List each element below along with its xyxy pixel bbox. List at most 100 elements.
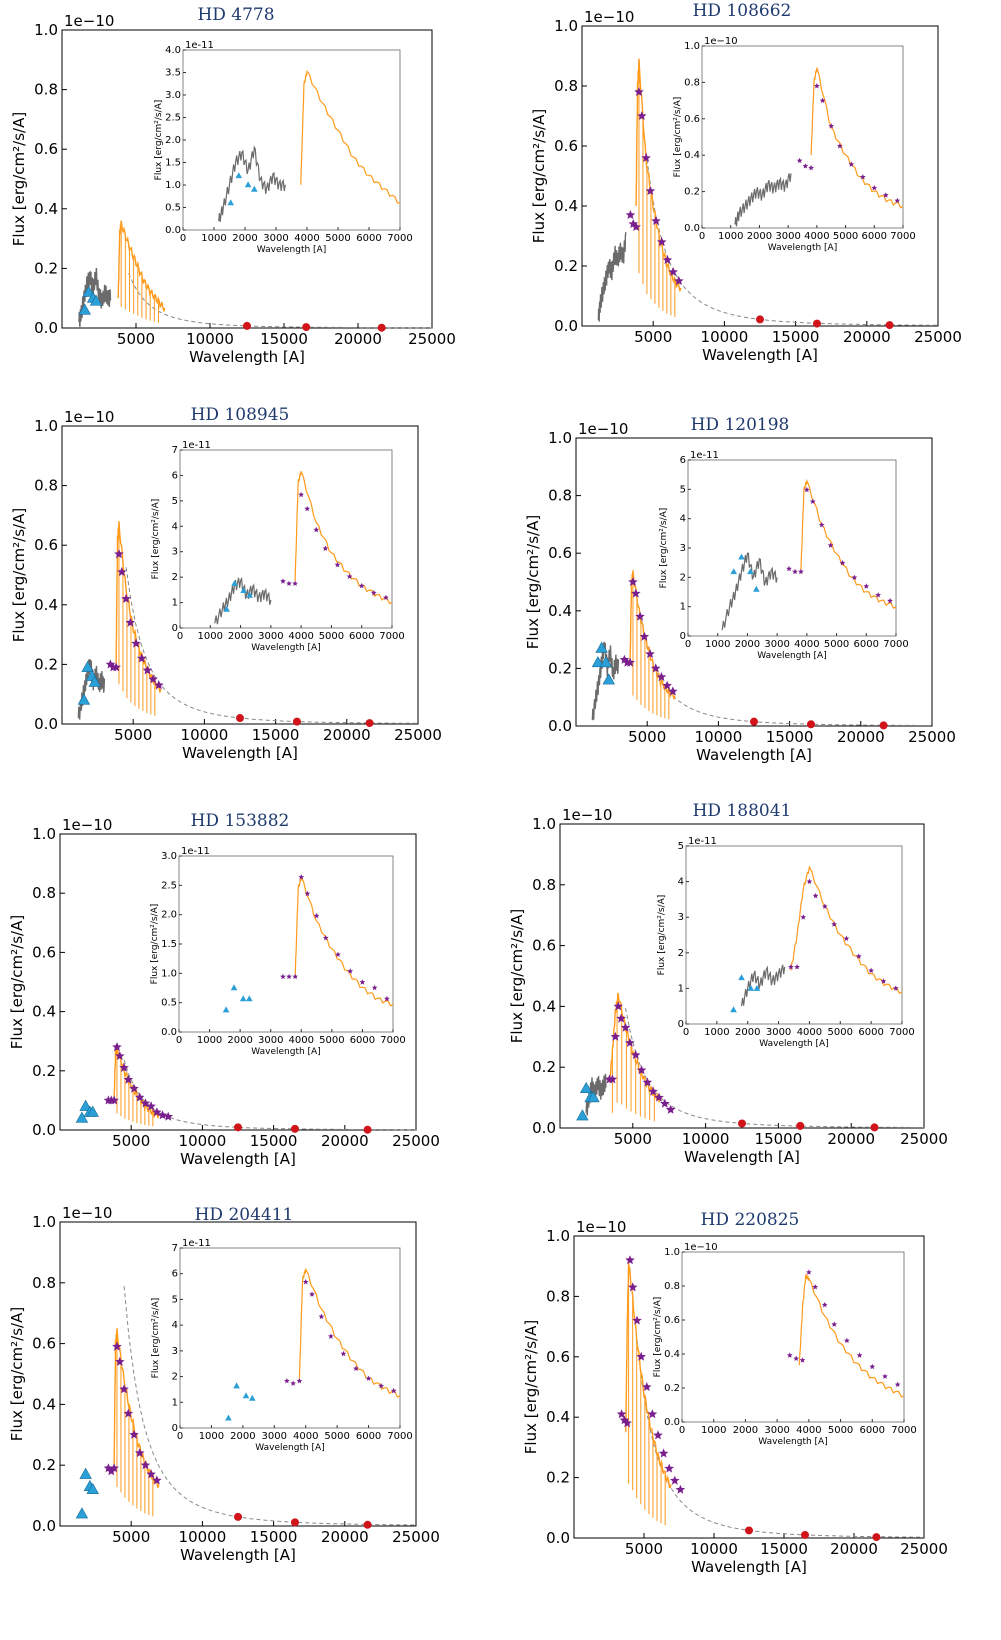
photometry-point-red [243,321,251,330]
x-tick-label: 25000 [900,1130,948,1148]
photometry-point-purple [665,1104,676,1114]
inset-x-tick-label: 5000 [828,1027,853,1038]
inset-y-tick-label: 5 [678,841,684,852]
y-tick-label: 1.0 [532,815,556,833]
y-tick-label: 0.0 [548,717,572,735]
inset-photometry-point-blue [245,995,253,1002]
inset-photometry-point-blue [738,553,745,560]
y-tick-label: 0.0 [32,1121,56,1139]
photometry-point-red [290,1124,299,1133]
inset-y-tick-label: 1 [680,602,686,613]
inset-y-tick-label: 2.0 [161,910,177,921]
photometry-point-purple [109,1463,119,1473]
offset-label: 1e−10 [578,420,628,438]
inset-y-tick-label: 1 [172,598,178,609]
inset-model-spectrum-line [294,874,394,1007]
photometry-point-red [812,319,821,328]
photometry-point-purple [668,686,678,696]
y-tick-label: 0.8 [32,884,56,902]
photometry-point-purple [154,680,164,690]
inset-y-tick-label: 2 [678,948,684,959]
x-tick-label: 5000 [625,1540,663,1558]
photometry-point-purple [636,1351,646,1361]
inset-photometry-point-blue [222,1006,230,1013]
photometry-point-purple [654,1092,664,1102]
inset-photometry-point-purple [844,1337,850,1344]
photometry-point-purple [115,1356,125,1366]
panel-6: HD 188041 1e−10 0.0 0.2 0.4 0.6 0.8 1.0 5000 1000… [508,801,948,1166]
inset-y-axis-label: Flux [erg/cm²/s/A] [673,97,683,178]
offset-label: 1e−10 [562,806,612,824]
inset-photometry-point-blue [246,591,253,598]
photometry-point-purple [625,210,636,219]
x-tick-label: 25000 [914,328,962,346]
y-tick-label: 0.6 [32,1335,56,1353]
photometry-point-purple [653,1430,663,1440]
photometry-point-purple [140,1460,151,1470]
inset-y-tick-label: 5 [680,484,686,495]
photometry-point-purple [131,638,141,648]
x-tick-label: 5000 [634,328,672,346]
photometry-point-red [756,315,764,324]
inset-photometry-point-purple [359,979,366,985]
inset-offset-label: 1e-11 [182,440,211,451]
y-tick-label: 0.8 [32,1274,56,1292]
inset-frame [178,855,394,1033]
inset-x-tick-label: 6000 [858,1027,883,1038]
inset-photometry-point-purple [828,123,835,129]
photometry-point-purple [607,1074,618,1084]
inset-photometry-point-purple [831,921,837,927]
inset-photometry-point-purple [875,592,881,598]
inset-x-tick-label: 0 [699,231,705,242]
inset-photometry-point-purple [812,892,819,899]
inset-y-tick-label: 7 [172,1243,178,1254]
photometry-point-purple [635,611,645,621]
inset-x-tick-label: 0 [685,639,691,650]
inset-y-tick-label: 5 [172,496,178,507]
inset-y-tick-label: 7 [172,445,178,456]
inset-photometry-point-purple [346,573,353,579]
inset-photometry-point-blue [239,995,247,1002]
y-axis-label: Flux [erg/cm²/s/A] [10,112,28,246]
inset-x-axis-label: Wavelength [A] [759,1039,828,1049]
panel-title: HD 120198 [691,415,790,435]
photometry-point-purple [112,1042,122,1052]
x-tick-label: 25000 [900,1540,948,1558]
inset-x-tick-label: 6000 [356,233,381,244]
photometry-point-red [796,1121,805,1130]
inset-x-tick-label: 1000 [197,1035,222,1046]
inset-photometry-point-purple [818,522,825,528]
inset-x-tick-label: 2000 [230,1431,255,1442]
plot-frame [575,437,933,727]
inset-photometry-point-blue [227,199,235,206]
y-tick-label: 0.2 [32,1062,56,1080]
inset-x-tick-label: 3000 [764,1425,789,1436]
y-tick-label: 0.4 [34,596,58,614]
x-tick-label: 25000 [408,330,456,348]
inset-photometry-point-purple [358,582,365,589]
inset-photometry-point-purple [880,978,887,984]
inset-photometry-point-blue [235,172,243,179]
inset-y-tick-label: 0.4 [684,150,700,161]
inset-offset-label: 1e−10 [704,36,738,47]
inset-x-axis-label: Wavelength [A] [768,243,837,253]
inset-x-tick-label: 7000 [387,233,412,244]
inset-x-tick-label: 4000 [294,233,319,244]
inset-y-tick-label: 6 [172,1269,178,1280]
inset-photometry-point-purple [304,505,311,512]
y-tick-label: 0.6 [34,536,58,554]
inset-y-tick-label: 1 [678,983,684,994]
inset-photometry-point-purple [383,594,389,600]
inset-x-tick-label: 7000 [890,231,915,242]
panel-title: HD 204411 [195,1205,294,1225]
x-tick-label: 15000 [250,1132,298,1150]
inset-photometry-point-purple [855,953,862,959]
inset-photometry-point-purple [802,163,809,169]
plot-frame [61,425,419,725]
y-axis-label: Flux [erg/cm²/s/A] [8,1307,26,1441]
inset-y-tick-label: 0.5 [165,203,181,214]
inset-y-tick-label: 4 [678,877,684,888]
photometry-point-purple [616,1409,627,1419]
y-axis-label: Flux [erg/cm²/s/A] [522,1320,540,1454]
inset-photometry-point-purple [365,1375,372,1381]
